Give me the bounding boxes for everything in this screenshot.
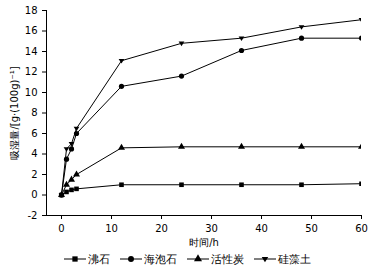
html-text:活性炭: 活性炭 xyxy=(211,252,244,266)
svg-text:10: 10 xyxy=(105,223,118,234)
svg-text:6: 6 xyxy=(31,128,37,139)
svg-text:12: 12 xyxy=(25,66,38,77)
html-text:海泡石: 海泡石 xyxy=(144,252,177,266)
svg-text:4: 4 xyxy=(31,148,37,159)
svg-text:8: 8 xyxy=(31,107,37,118)
svg-text:14: 14 xyxy=(25,46,38,57)
svg-text:2: 2 xyxy=(31,169,37,180)
svg-text:10: 10 xyxy=(25,87,38,98)
svg-text:40: 40 xyxy=(255,223,268,234)
svg-text:-2: -2 xyxy=(28,210,38,221)
svg-text:30: 30 xyxy=(205,223,218,234)
svg-text:18: 18 xyxy=(25,5,38,16)
svg-text:0: 0 xyxy=(58,223,64,234)
svg-text:时间/h: 时间/h xyxy=(189,237,219,248)
html-text:硅藻土: 硅藻土 xyxy=(278,252,311,266)
svg-text:20: 20 xyxy=(155,223,168,234)
svg-text:50: 50 xyxy=(305,223,318,234)
svg-text:0: 0 xyxy=(31,189,37,200)
svg-text:60: 60 xyxy=(355,223,368,234)
svg-text:16: 16 xyxy=(25,25,38,36)
html-text:沸石: 沸石 xyxy=(88,252,110,266)
svg-text:吸湿量/[g·(100g)⁻¹]: 吸湿量/[g·(100g)⁻¹] xyxy=(9,66,20,159)
